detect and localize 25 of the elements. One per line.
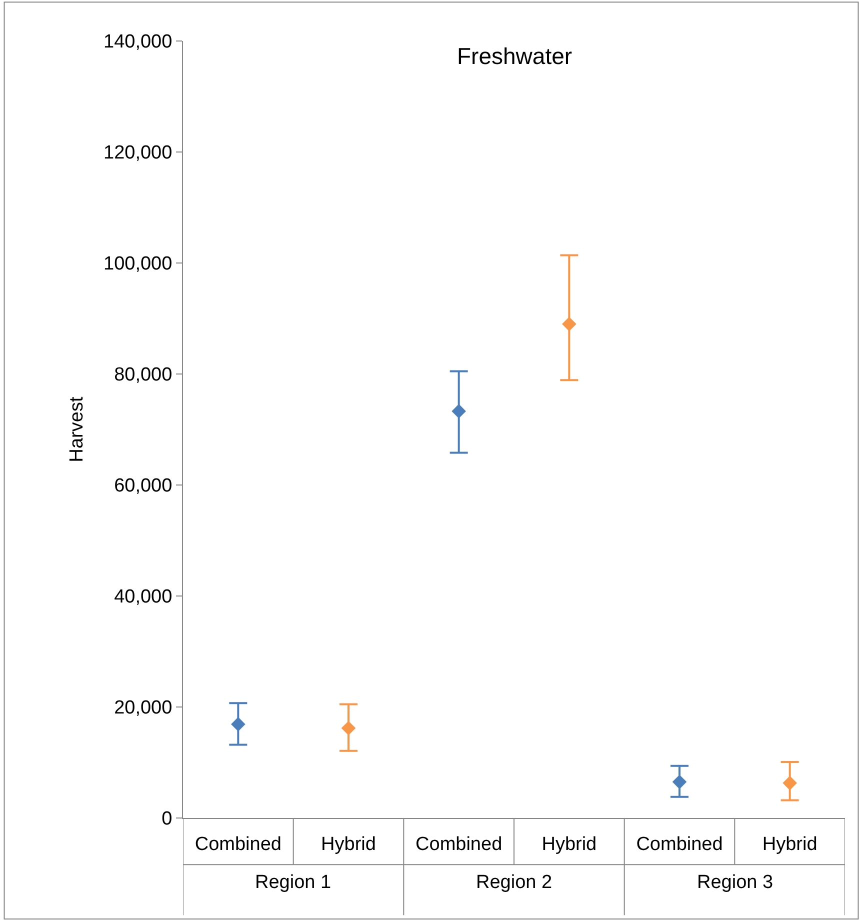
y-tick-label: 140,000 (104, 32, 172, 53)
y-tick-label: 40,000 (114, 586, 172, 608)
x-tick-label: Combined (636, 834, 723, 855)
point (672, 774, 687, 790)
text: Region 2 (476, 872, 552, 893)
y-tick-label: 60,000 (114, 476, 172, 497)
x-tick-label: Hybrid (762, 834, 818, 855)
y-tick-label: 120,000 (104, 142, 172, 164)
y-tick-label: 80,000 (114, 364, 172, 386)
point (341, 720, 356, 736)
point (452, 404, 466, 418)
text: Region 3 (697, 872, 774, 893)
point (562, 316, 576, 332)
chart-title: Freshwater (457, 43, 572, 69)
point (782, 776, 797, 790)
point (231, 717, 246, 732)
y-axis-title: Harvest (66, 396, 88, 462)
x-tick-label: Hybrid (542, 834, 597, 855)
x-tick-label: Combined (416, 834, 502, 855)
y-tick-label: 0 (162, 808, 172, 830)
x-tick-label: Combined (194, 834, 282, 855)
y-tick-label: 100,000 (104, 254, 172, 275)
y-tick-label: 20,000 (114, 698, 172, 719)
x-tick-label: Hybrid (321, 834, 376, 855)
text: Region 1 (255, 872, 332, 893)
